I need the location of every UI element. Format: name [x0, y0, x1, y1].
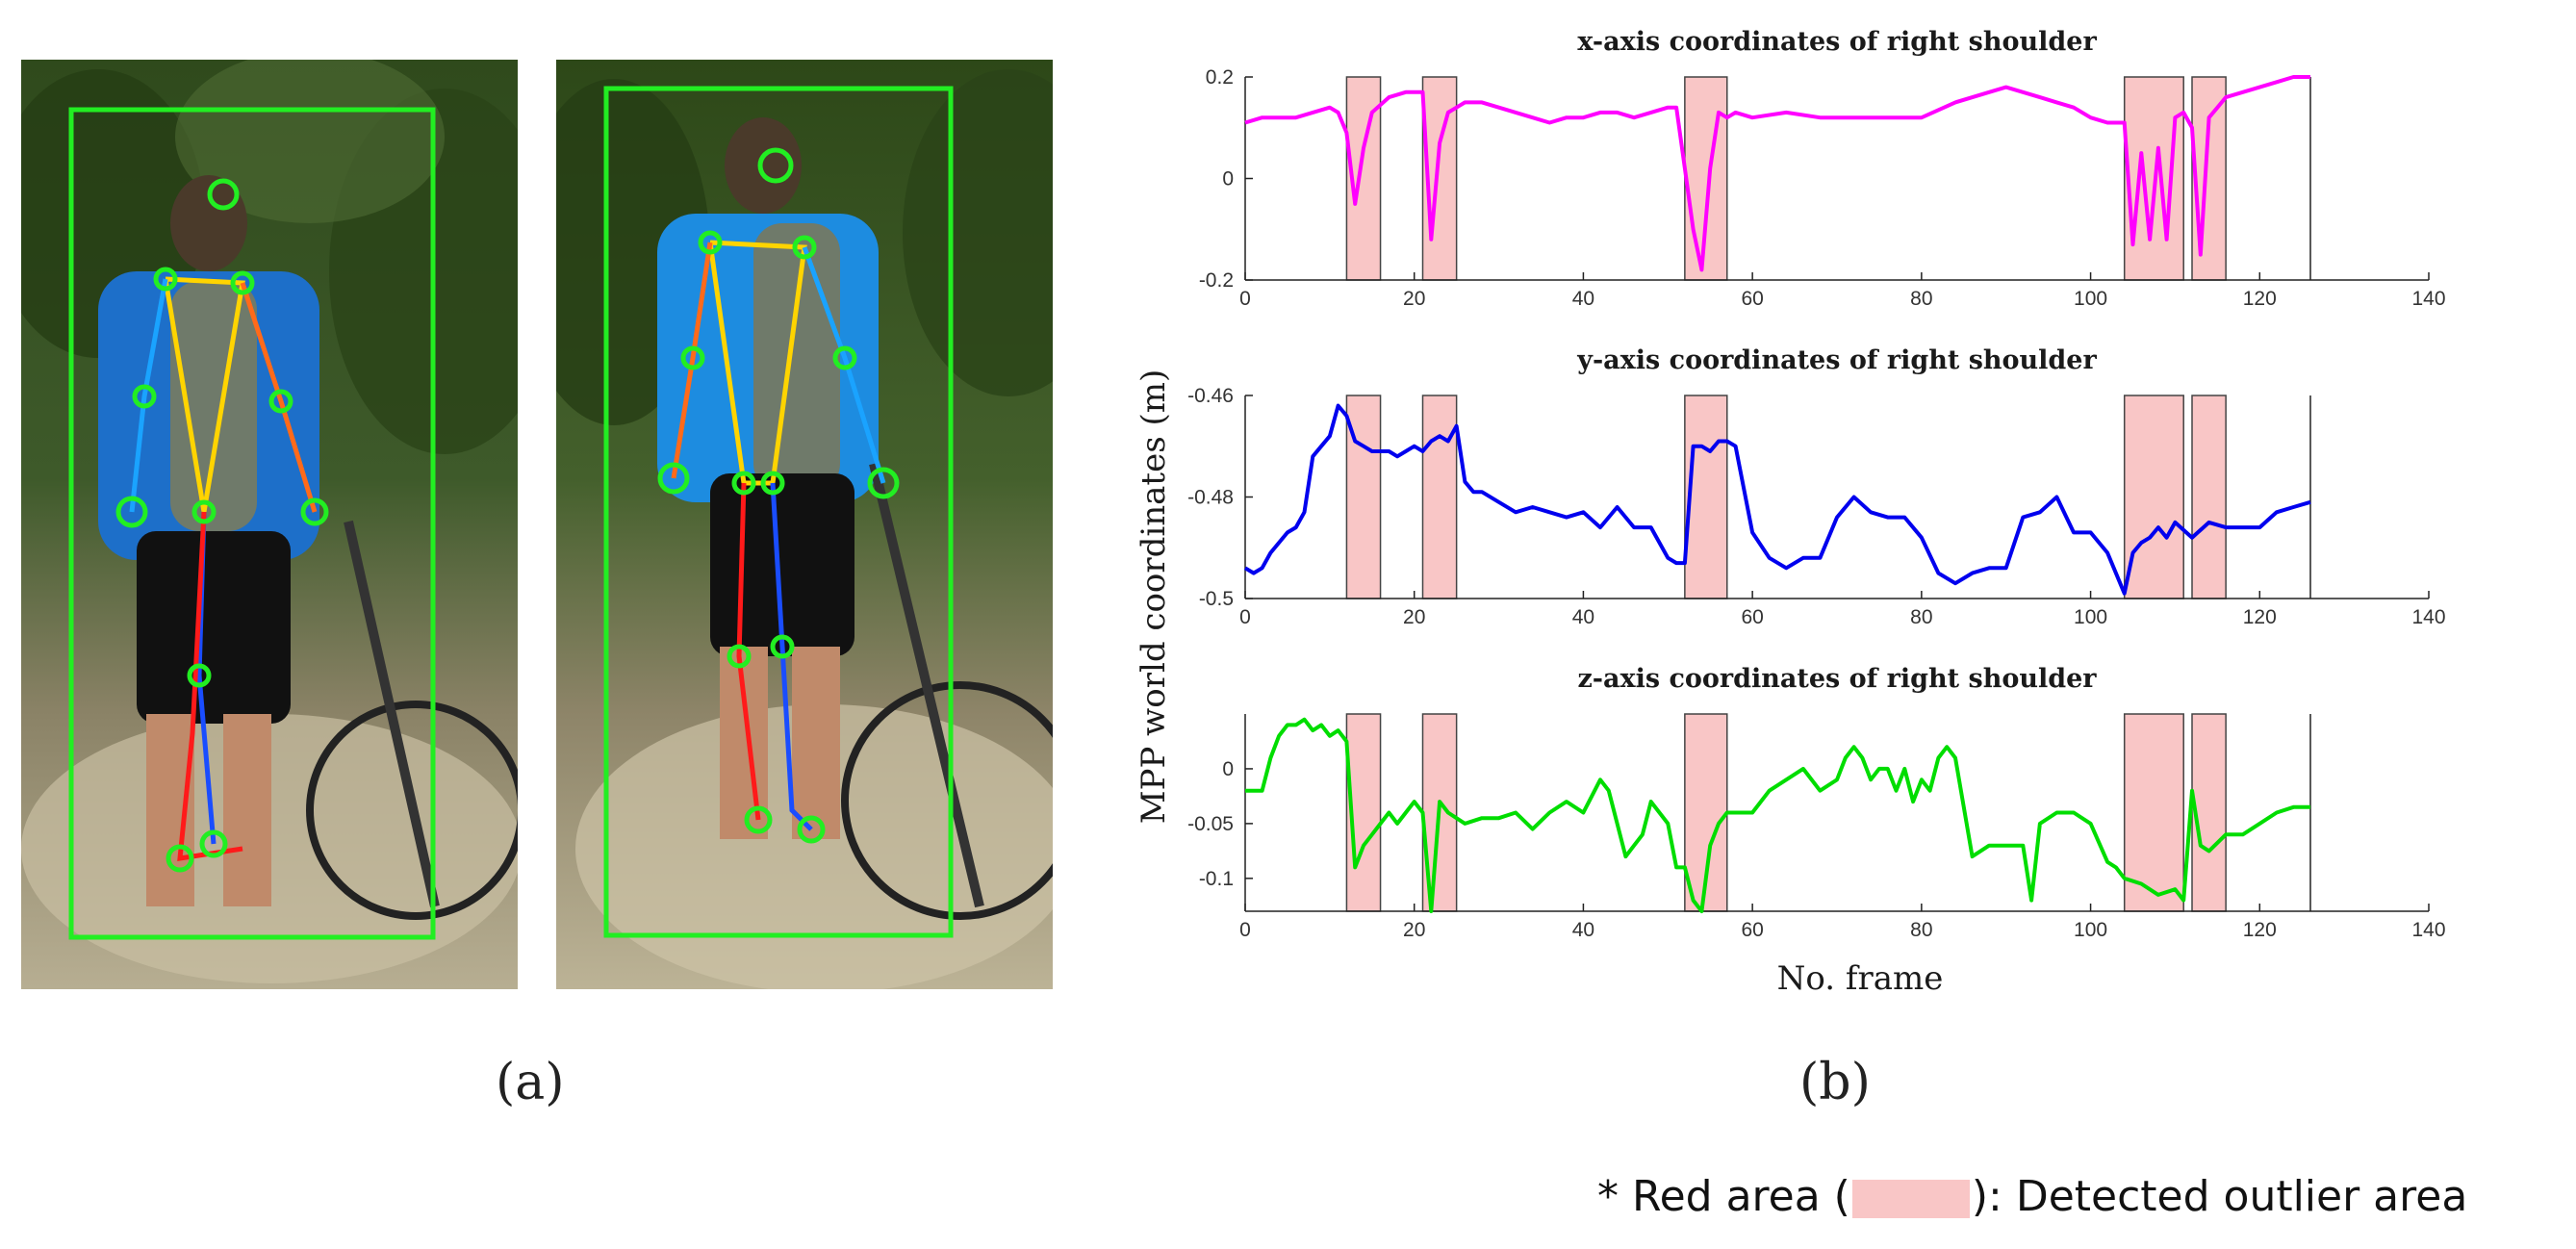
x-tick-label: 40 — [1572, 288, 1594, 310]
subplot-title: x-axis coordinates of right shoulder — [1577, 27, 2097, 57]
y-tick-label: 0.2 — [1206, 66, 1234, 89]
pose-photo-right — [556, 60, 1053, 989]
x-tick-label: 100 — [2074, 288, 2107, 310]
subplot-3: z-axis coordinates of right shoulder 0 20 4… — [1187, 664, 2445, 941]
footnote-suffix: ): Detected outlier area — [1971, 1172, 2468, 1221]
outlier-region — [1421, 395, 1458, 599]
x-tick-label: 20 — [1403, 288, 1425, 310]
x-tick-label: 100 — [2074, 919, 2107, 941]
subplots-layer: x-axis coordinates of right shoulder 0 20 4… — [1187, 27, 2445, 941]
x-tick-label: 140 — [2411, 606, 2445, 628]
x-tick-label: 120 — [2243, 919, 2277, 941]
x-tick-label: 80 — [1910, 606, 1932, 628]
outlier-swatch — [1851, 1180, 1970, 1218]
y-tick-label: -0.05 — [1187, 813, 1234, 835]
x-tick-label: 60 — [1741, 919, 1763, 941]
outlier-region — [2123, 395, 2184, 599]
footnote-prefix: * Red area ( — [1597, 1172, 1850, 1221]
subplot-1: x-axis coordinates of right shoulder 0 20 4… — [1199, 27, 2446, 310]
x-tick-label: 60 — [1741, 288, 1763, 310]
x-tick-label: 0 — [1239, 288, 1251, 310]
x-tick-label: 0 — [1239, 606, 1251, 628]
pose-photo-left — [21, 60, 518, 989]
x-tick-label: 120 — [2243, 606, 2277, 628]
x-tick-label: 140 — [2411, 919, 2445, 941]
y-tick-label: -0.5 — [1199, 588, 1234, 610]
outlier-region — [2191, 395, 2227, 599]
pose-photo-left-graphic — [21, 60, 518, 989]
panel-label-a: (a) — [496, 1054, 565, 1111]
panel-label-b: (b) — [1799, 1054, 1871, 1111]
outlier-region — [1684, 395, 1728, 599]
y-tick-label: -0.2 — [1199, 269, 1234, 292]
subplot-title: z-axis coordinates of right shoulder — [1577, 664, 2097, 694]
y-tick-label: -0.46 — [1187, 385, 1234, 407]
outlier-footnote: * Red area ( ): Detected outlier area — [1597, 1172, 2467, 1221]
x-tick-label: 120 — [2243, 288, 2277, 310]
x-tick-label: 20 — [1403, 606, 1425, 628]
y-tick-label: 0 — [1222, 758, 1234, 780]
y-tick-label: -0.1 — [1199, 868, 1234, 890]
y-axis-label: MPP world coordinates (m) — [1135, 370, 1173, 825]
subplot-title: y-axis coordinates of right shoulder — [1576, 345, 2097, 375]
x-tick-label: 80 — [1910, 919, 1932, 941]
shoulder-coordinates-chart: x-axis coordinates of right shoulder 0 20 4… — [1135, 27, 2446, 998]
series-line — [1243, 403, 2311, 596]
x-tick-label: 0 — [1239, 919, 1251, 941]
x-tick-label: 80 — [1910, 288, 1932, 310]
subplot-2: y-axis coordinates of right shoulder 0 20 4… — [1187, 345, 2445, 628]
x-tick-label: 20 — [1403, 919, 1425, 941]
y-tick-label: -0.48 — [1187, 487, 1234, 509]
outlier-region — [1684, 76, 1728, 281]
outlier-region — [2191, 76, 2227, 281]
y-tick-label: 0 — [1222, 168, 1234, 191]
x-tick-label: 40 — [1572, 606, 1594, 628]
outlier-region — [2123, 713, 2184, 912]
series-line — [1245, 717, 2310, 913]
x-tick-label: 60 — [1741, 606, 1763, 628]
x-tick-label: 140 — [2411, 288, 2445, 310]
series-line — [1244, 75, 2310, 272]
x-axis-label: No. frame — [1777, 959, 1944, 998]
x-tick-label: 100 — [2074, 606, 2107, 628]
x-tick-label: 40 — [1572, 919, 1594, 941]
pose-photo-right-graphic — [556, 60, 1053, 989]
